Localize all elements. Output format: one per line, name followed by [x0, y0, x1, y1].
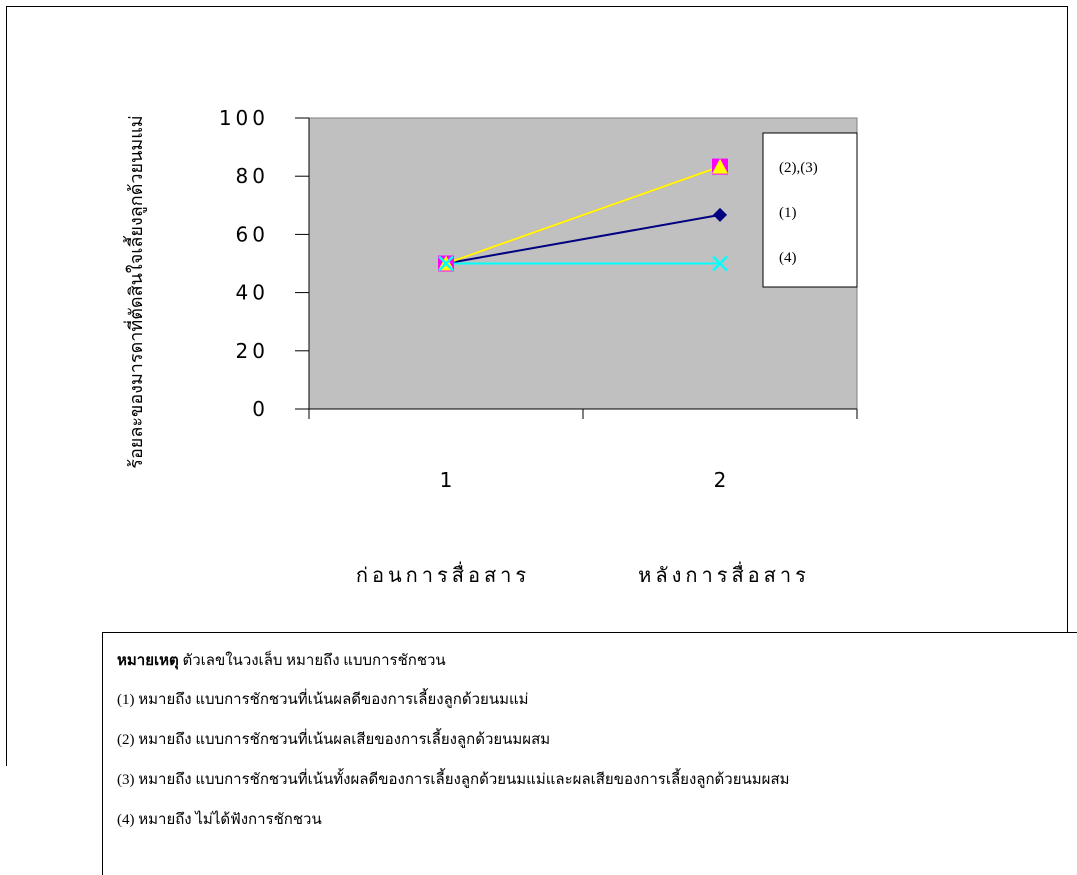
data-point: [438, 255, 454, 272]
note-item: (3) หมายถึง แบบการชักชวนที่เน้นทั้งผลดีข…: [117, 772, 790, 788]
x-category-label: ก่อนการสื่อสาร: [356, 561, 530, 587]
y-tick-label: 80: [236, 164, 269, 188]
legend-box: [762, 132, 858, 288]
notes-panel: หมายเหตุ ตัวเลขในวงเล็บ หมายถึง แบบการชั…: [102, 632, 1077, 875]
series-line: [445, 213, 721, 265]
line-chart: 0 20 40 60 80 100 1 2 ก่อนการสื่อสาร หลังการสื่อส…: [123, 106, 858, 587]
y-tick-label: 100: [219, 106, 269, 130]
y-tick-label: 20: [236, 339, 269, 363]
notes-heading-line: หมายเหตุ ตัวเลขในวงเล็บ หมายถึง แบบการชั…: [117, 648, 446, 672]
data-point: [712, 158, 728, 174]
legend-entry: (2),(3): [779, 160, 818, 176]
legend-entry: (4): [779, 250, 797, 266]
note-item: (4) หมายถึง ไม่ได้ฟังการชักชวน: [117, 812, 322, 828]
data-point: [712, 255, 728, 272]
y-tick-label: 0: [252, 397, 269, 421]
series-line: [445, 165, 721, 265]
notes-heading: หมายเหตุ: [117, 653, 179, 669]
x-tick-label: 1: [440, 468, 453, 492]
y-axis-title: ร้อยละของมารดาที่ตัดสินใจเลี้ยงลูกด้วยนม…: [123, 115, 147, 468]
note-item: (1) หมายถึง แบบการชักชวนที่เน้นผลดีของกา…: [117, 692, 529, 708]
note-item: (2) หมายถึง แบบการชักชวนที่เน้นผลเสียของ…: [117, 732, 551, 748]
legend-entry: (1): [779, 205, 797, 221]
notes-intro: ตัวเลขในวงเล็บ หมายถึง แบบการชักชวน: [178, 653, 446, 669]
y-tick-label: 60: [236, 222, 269, 246]
x-tick-label: 2: [714, 468, 727, 492]
y-tick-label: 40: [236, 281, 269, 305]
data-point: [713, 207, 727, 222]
x-category-label: หลังการสื่อสาร: [638, 561, 810, 587]
